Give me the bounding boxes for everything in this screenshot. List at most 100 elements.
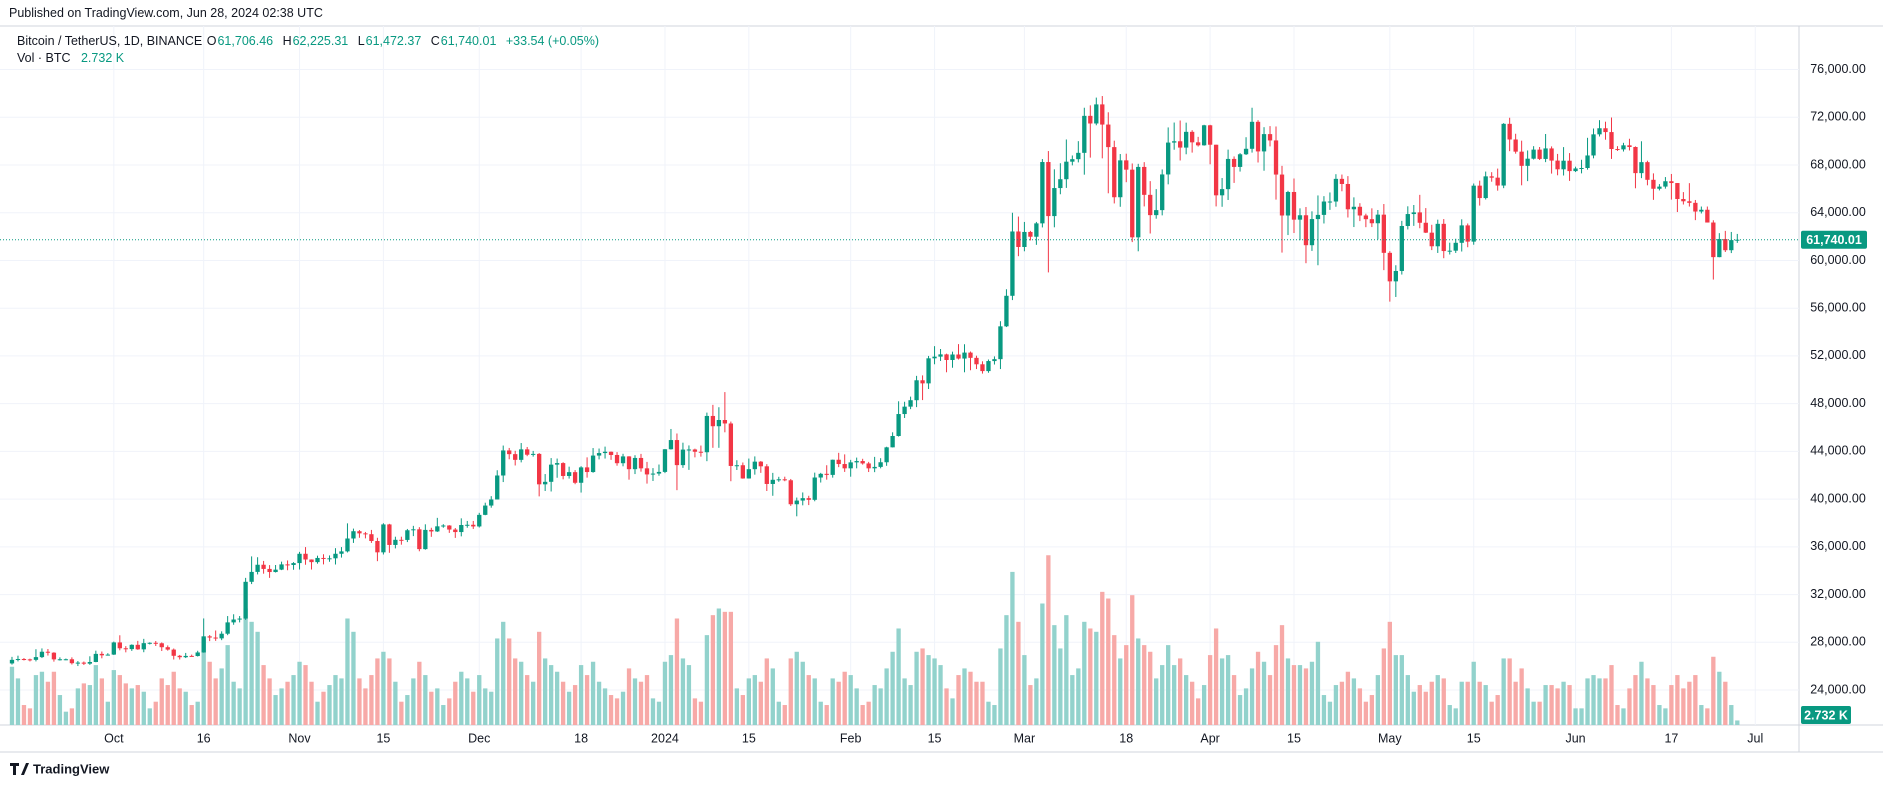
candle-body xyxy=(45,651,51,653)
candle-body xyxy=(1357,206,1363,216)
open-value: 61,706.46 xyxy=(217,34,274,48)
high-value: 62,225.31 xyxy=(292,34,349,48)
candle-body xyxy=(1088,115,1093,124)
candle-body xyxy=(363,533,368,535)
volume-bar xyxy=(201,638,206,725)
candle-body xyxy=(1249,121,1255,149)
candle-body xyxy=(1399,225,1404,271)
volume-bar xyxy=(39,671,45,725)
candle-body xyxy=(33,657,39,660)
volume-bar xyxy=(1213,628,1219,725)
volume-bar xyxy=(1219,658,1225,725)
volume-bar xyxy=(69,708,75,725)
volume-bar xyxy=(872,685,877,725)
candle-body xyxy=(818,473,823,478)
candle-body xyxy=(1076,152,1081,160)
volume-bar xyxy=(117,675,122,725)
candle-body xyxy=(387,524,392,545)
volume-bar xyxy=(45,681,51,725)
candle-body xyxy=(231,619,236,623)
candle-body xyxy=(1327,201,1333,203)
volume-bar xyxy=(333,675,338,725)
volume-bar xyxy=(1070,675,1075,725)
candle-body xyxy=(501,450,506,476)
candle-body xyxy=(159,643,164,648)
volume-bar xyxy=(129,688,134,725)
volume-bar xyxy=(1321,695,1327,725)
candle-body xyxy=(1058,179,1063,189)
volume-bar xyxy=(1279,625,1285,725)
volume-bar xyxy=(1351,678,1357,725)
volume-bar xyxy=(477,675,482,725)
volume-bar xyxy=(1106,598,1111,725)
candle-body xyxy=(992,359,997,362)
candle-body xyxy=(507,450,512,455)
candle-body xyxy=(117,642,122,649)
volume-bar xyxy=(758,681,763,725)
volume-bar xyxy=(542,658,548,725)
axes: 24,000.00 28,000.00 32,000.00 36,000.00 40,0… xyxy=(0,62,1867,745)
volume-bar xyxy=(1729,705,1734,725)
candle-body xyxy=(1495,177,1500,186)
volume-bar xyxy=(1603,678,1608,725)
candle-body xyxy=(1417,212,1422,223)
candle-body xyxy=(177,655,182,658)
volume-bar xyxy=(321,691,326,725)
volume-bar xyxy=(261,665,266,725)
volume-bar xyxy=(1399,655,1404,725)
y-tick-label: 40,000.00 xyxy=(1810,491,1866,505)
open-key: O xyxy=(206,34,217,48)
candle-body xyxy=(291,563,296,565)
volume-bar xyxy=(1010,571,1015,725)
candle-body xyxy=(710,415,716,427)
volume-bar xyxy=(770,668,775,725)
candle-body xyxy=(1094,104,1099,124)
volume-bar xyxy=(1519,668,1524,725)
candle-body xyxy=(998,326,1003,360)
candle-body xyxy=(1016,231,1021,247)
volume-bar xyxy=(147,708,152,725)
volume-bar xyxy=(980,681,985,725)
candle-body xyxy=(1621,145,1626,150)
y-tick-label: 60,000.00 xyxy=(1810,253,1866,267)
volume-bar xyxy=(1130,595,1135,725)
candle-body xyxy=(572,472,578,483)
candle-body xyxy=(57,659,63,661)
volume-bar xyxy=(393,681,398,725)
volume-bar xyxy=(231,681,236,725)
candle-body xyxy=(566,472,572,476)
candle-body xyxy=(1243,148,1249,155)
candle-body xyxy=(1459,225,1464,243)
volume-bar xyxy=(1423,691,1428,725)
candle-body xyxy=(578,467,584,483)
volume-value: 2.732 K xyxy=(80,51,125,65)
volume-bar xyxy=(291,675,296,725)
candle-body xyxy=(920,380,925,384)
volume-bar xyxy=(1615,705,1620,725)
candle-body xyxy=(1148,194,1153,216)
candle-body xyxy=(1381,214,1387,253)
candle-body xyxy=(1172,141,1177,143)
volume-bar xyxy=(1118,658,1123,725)
last-price-label: 61,740.01 xyxy=(1806,233,1862,247)
candle-body xyxy=(321,557,326,559)
volume-bar xyxy=(1357,688,1363,725)
last-price-badge xyxy=(1801,230,1867,249)
volume-bar xyxy=(1172,665,1177,725)
x-tick-label: 15 xyxy=(928,731,942,745)
volume-bar xyxy=(656,701,662,725)
candle-body xyxy=(243,581,248,619)
candle-body xyxy=(447,525,452,530)
volume-bar xyxy=(698,701,704,725)
volume-bar xyxy=(339,678,344,725)
candle-body xyxy=(1393,270,1398,282)
volume-bar xyxy=(255,631,260,725)
candle-body xyxy=(63,659,69,661)
candle-body xyxy=(746,469,751,479)
volume-bar xyxy=(650,698,656,725)
candle-body xyxy=(213,637,218,639)
volume-bar xyxy=(1249,668,1255,725)
change-value: +33.54 (+0.05%) xyxy=(505,34,599,48)
volume-bar xyxy=(1735,720,1740,725)
candle-body xyxy=(1124,160,1129,170)
